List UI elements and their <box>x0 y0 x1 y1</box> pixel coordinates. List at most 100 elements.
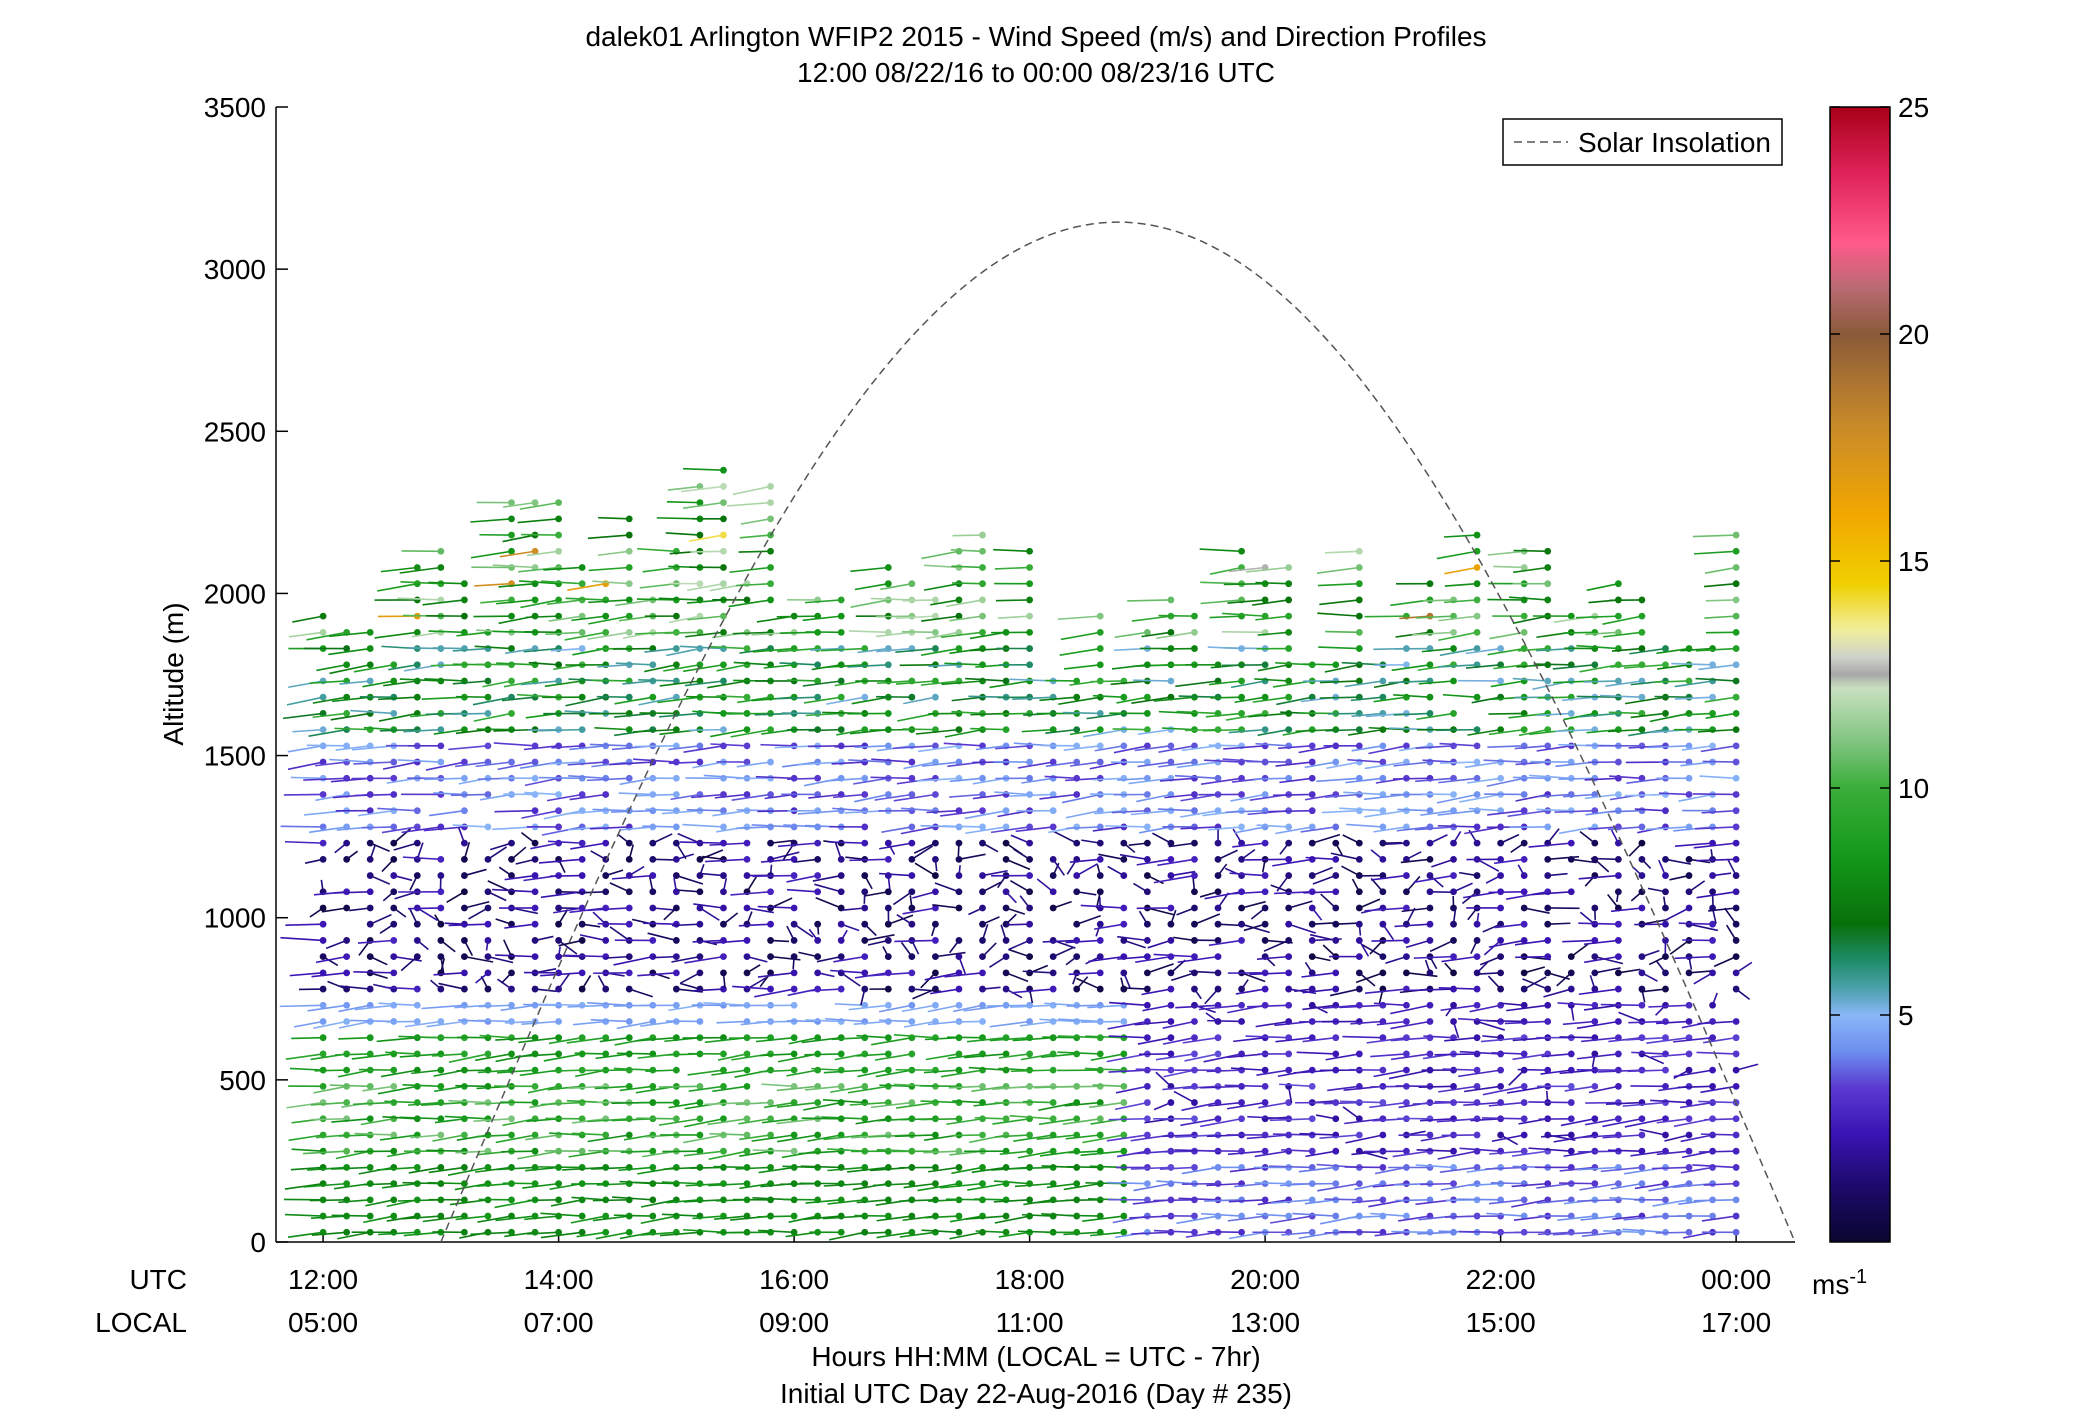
wind-barb <box>384 1100 418 1104</box>
wind-barb-dot <box>625 953 633 961</box>
wind-barb-dot <box>720 531 727 539</box>
wind-barb-dot <box>1261 1082 1269 1090</box>
wind-barb <box>647 932 677 942</box>
wind-barb-dot <box>1403 1018 1410 1025</box>
wind-barb <box>923 582 960 591</box>
wind-barb-dot <box>437 1018 445 1025</box>
wind-barb <box>943 742 983 747</box>
wind-barb-dot <box>696 1115 704 1123</box>
wind-barb <box>1583 1004 1619 1011</box>
wind-barb <box>1241 972 1266 983</box>
wind-barb <box>1082 1134 1124 1144</box>
wind-barb <box>1679 1101 1713 1109</box>
wind-barb-dot <box>413 855 421 863</box>
wind-barb-dot <box>1120 1212 1128 1220</box>
wind-barb <box>1656 1150 1690 1156</box>
wind-barb-dot <box>1261 839 1269 847</box>
wind-barb-dot <box>884 580 892 588</box>
wind-barb-dot <box>790 920 798 928</box>
wind-barb <box>1514 939 1548 946</box>
wind-barb <box>869 972 912 977</box>
wind-barb <box>1115 1085 1148 1094</box>
wind-barb-dot <box>672 1099 680 1106</box>
wind-barb <box>1245 1035 1289 1039</box>
wind-barb <box>1371 939 1407 942</box>
wind-barb <box>787 679 818 682</box>
wind-barb-dot <box>366 1115 374 1123</box>
wind-barb-dot <box>884 1131 892 1139</box>
wind-barb-dot <box>1662 1066 1669 1074</box>
wind-barb <box>455 1150 488 1154</box>
wind-barb <box>1005 858 1031 871</box>
wind-barb-dot <box>1191 628 1198 636</box>
wind-barb <box>632 728 677 733</box>
wind-barb-dot <box>1355 855 1363 863</box>
wind-barb-dot <box>1261 1212 1269 1220</box>
wind-barb-dot <box>720 515 727 523</box>
wind-barb <box>944 972 983 978</box>
wind-barb <box>1436 550 1478 560</box>
wind-barb <box>794 858 818 863</box>
wind-barb-dot <box>1002 937 1010 944</box>
wind-barb-dot <box>413 564 421 571</box>
wind-barb-dot <box>908 839 916 847</box>
wind-barb <box>876 1231 912 1239</box>
wind-barb-dot <box>1026 612 1034 620</box>
wind-barb-dot <box>343 1018 351 1025</box>
wind-barb <box>1052 946 1075 958</box>
wind-barb <box>1656 1020 1690 1025</box>
wind-barb-dot <box>837 693 845 701</box>
wind-barb <box>1180 1117 1219 1127</box>
wind-barb-dot <box>1732 1196 1740 1204</box>
wind-barb-dot <box>1285 888 1293 896</box>
wind-barb-dot <box>1285 839 1293 847</box>
wind-barb-dot <box>814 1147 822 1155</box>
wind-barb-dot <box>1308 937 1316 944</box>
wind-barb <box>1646 826 1690 831</box>
wind-barb-dot <box>1591 807 1599 815</box>
wind-barb <box>1471 696 1501 704</box>
wind-barb <box>592 580 630 585</box>
colorbar-unit-base: ms <box>1812 1269 1849 1300</box>
wind-barb <box>1010 1004 1054 1008</box>
wind-barb <box>1439 1166 1478 1173</box>
colorbar-tick-label: 25 <box>1898 92 1929 123</box>
wind-barb <box>432 1134 465 1142</box>
wind-barb-dot <box>390 1115 398 1123</box>
wind-barb-dot <box>1049 774 1057 782</box>
wind-barb-dot <box>1732 888 1740 896</box>
wind-barb-dot <box>437 726 445 734</box>
wind-barb <box>1359 898 1381 909</box>
wind-barb <box>732 631 771 635</box>
wind-barb <box>1541 1053 1572 1058</box>
wind-barb-dot <box>649 937 657 944</box>
wind-barb-dot <box>1285 726 1293 734</box>
wind-barb <box>857 647 889 654</box>
wind-barb-dot <box>1026 888 1034 896</box>
wind-barb-dot <box>1403 1212 1410 1220</box>
wind-barb <box>1086 712 1124 720</box>
wind-barb-dot <box>413 920 421 928</box>
wind-barb-dot <box>1214 888 1222 896</box>
wind-barb <box>1153 1199 1195 1202</box>
wind-barb-dot <box>814 1034 822 1042</box>
wind-barb-dot <box>1026 758 1034 766</box>
wind-barb <box>1181 745 1219 752</box>
wind-barb-dot <box>1638 1164 1646 1171</box>
wind-barb <box>1268 1165 1313 1169</box>
wind-barb <box>682 501 724 509</box>
wind-barb <box>1275 1036 1313 1043</box>
wind-barb <box>611 874 653 880</box>
wind-barb-dot <box>1355 985 1363 993</box>
wind-barb-dot <box>1638 807 1646 815</box>
wind-barb <box>455 1084 488 1088</box>
wind-barb-dot <box>908 969 916 977</box>
wind-barb <box>496 599 536 605</box>
wind-barb <box>687 615 724 621</box>
wind-barb <box>587 1002 630 1007</box>
wind-barb-dot <box>625 693 633 701</box>
wind-barb <box>360 1117 394 1126</box>
x-tick-label-local: 15:00 <box>1466 1307 1536 1338</box>
wind-barb-dot <box>1473 564 1481 571</box>
wind-barb-dot <box>767 888 774 896</box>
